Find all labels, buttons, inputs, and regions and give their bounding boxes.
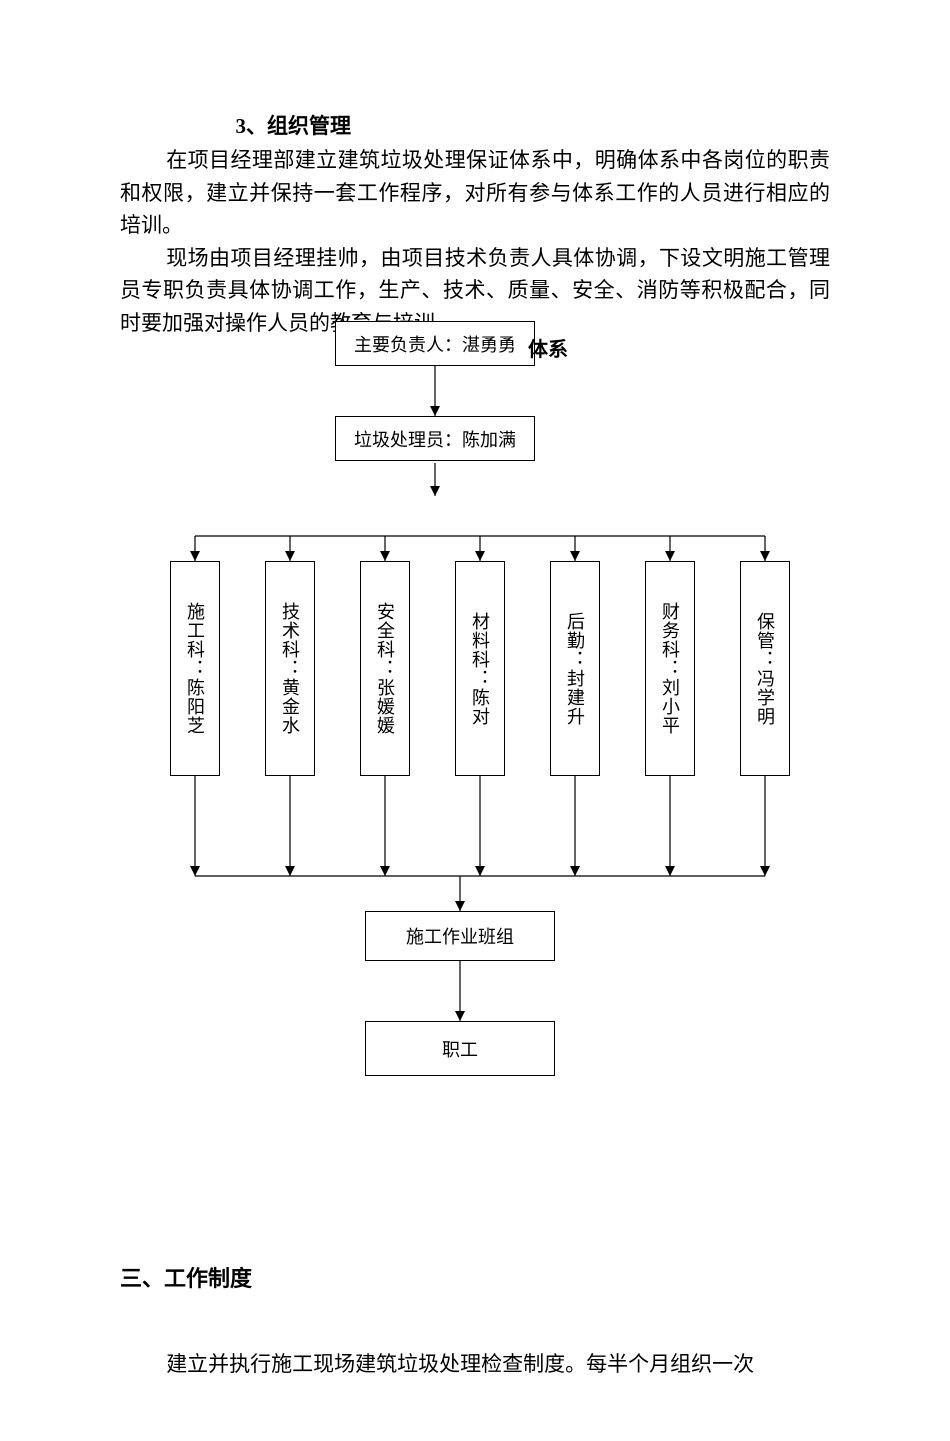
node-waste-processor: 垃圾处理员：陈加满 (335, 416, 535, 461)
node-main-responsible: 主要负责人：湛勇勇 (335, 321, 535, 366)
org-flowchart: 主要负责人：湛勇勇体系垃圾处理员：陈加满施工科：陈阳芝技术科：黄金水安全科：张媛… (110, 321, 810, 1191)
node-dept-3: 材料科：陈对 (455, 561, 505, 776)
node-dept-1: 技术科：黄金水 (265, 561, 315, 776)
node-construction-team: 施工作业班组 (365, 911, 555, 961)
node-dept-6: 保管：冯学明 (740, 561, 790, 776)
node-dept-5: 财务科：刘小平 (645, 561, 695, 776)
para-org-1: 在项目经理部建立建筑垃圾处理保证体系中，明确体系中各岗位的职责和权限，建立并保持… (120, 144, 830, 242)
para-work-1: 建立并执行施工现场建筑垃圾处理检查制度。每半个月组织一次 (120, 1348, 830, 1381)
node-dept-2: 安全科：张媛媛 (360, 561, 410, 776)
heading-work-system: 三、工作制度 (120, 1261, 830, 1293)
node-worker: 职工 (365, 1021, 555, 1076)
overlay-system-label: 体系 (528, 333, 568, 362)
node-dept-4: 后勤：封建升 (550, 561, 600, 776)
node-dept-0: 施工科：陈阳芝 (170, 561, 220, 776)
heading-org-management: 3、组织管理 (120, 110, 830, 140)
